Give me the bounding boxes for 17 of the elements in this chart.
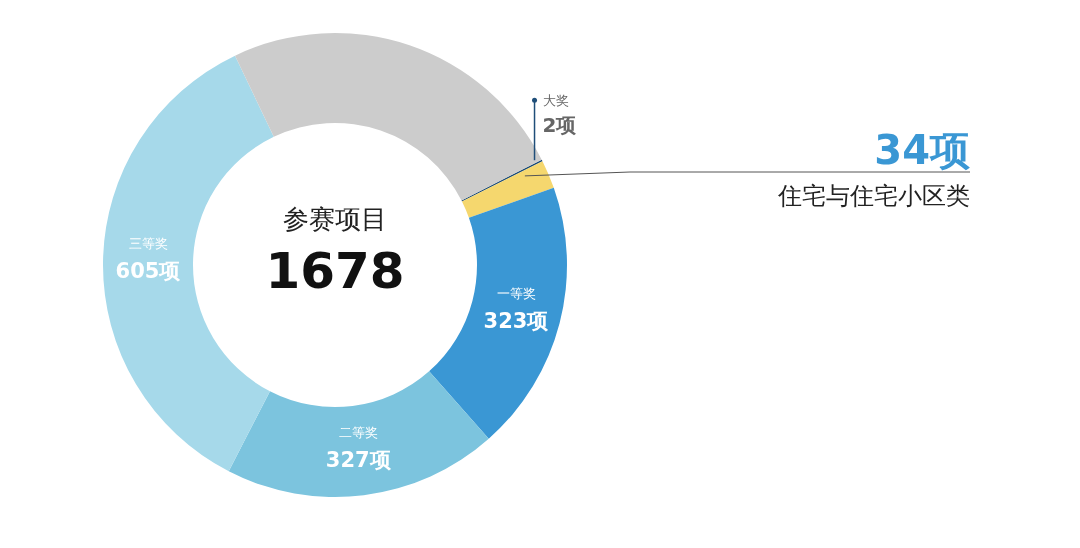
donut-slice — [235, 33, 542, 201]
slice-label: 住宅与住宅小区类 — [777, 182, 970, 210]
data-label: 2项 — [542, 113, 577, 138]
slice-label: 大奖 — [542, 93, 569, 109]
text: 1678 — [265, 242, 405, 300]
donut-slice — [461, 159, 543, 202]
slice-label: 二等奖 — [338, 424, 378, 440]
data-label: 34项 — [874, 127, 970, 173]
donut-slice — [461, 161, 554, 218]
data-label: 605项 — [115, 259, 181, 284]
data-label: 327项 — [325, 447, 391, 472]
donut-slice — [429, 187, 567, 439]
data-label: 323项 — [483, 308, 549, 333]
donut-slice — [228, 371, 489, 497]
slice-label: 一等奖 — [496, 285, 536, 301]
text: 参赛项目 — [283, 204, 387, 234]
slice-label: 三等奖 — [128, 236, 168, 252]
